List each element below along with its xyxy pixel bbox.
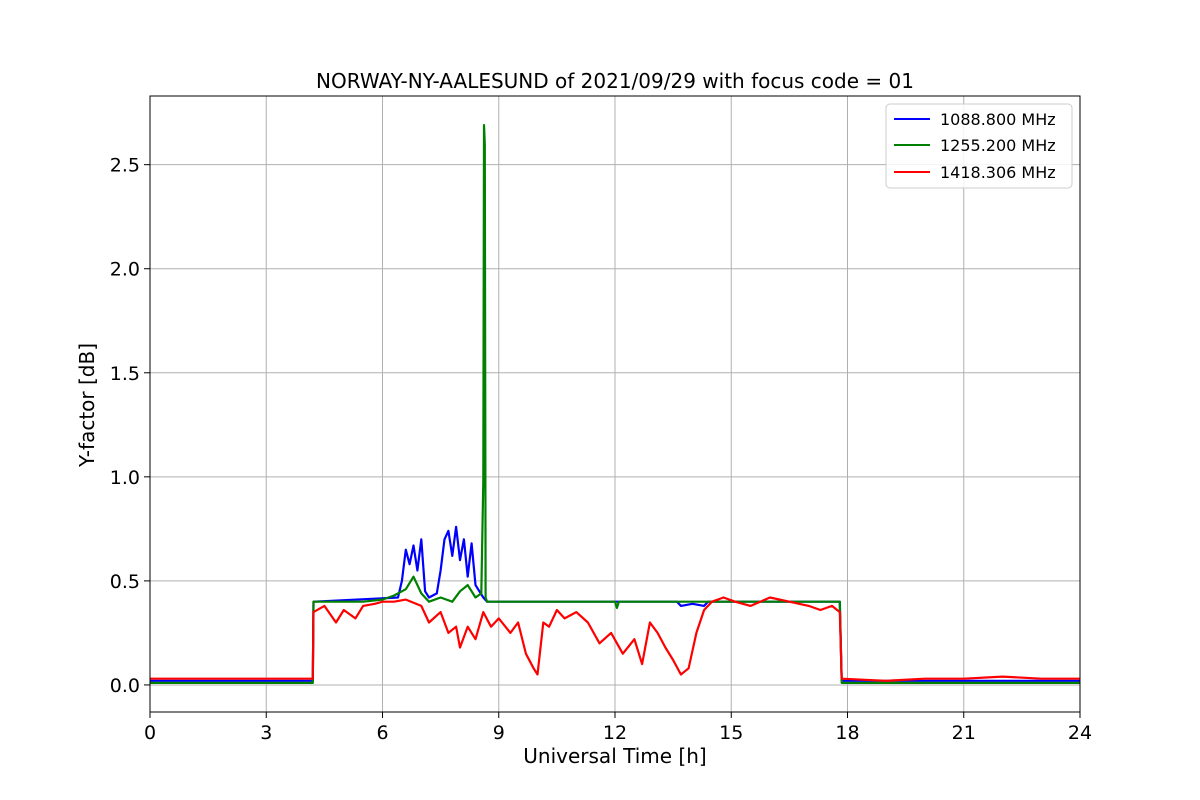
y-tick-label: 2.0 bbox=[110, 259, 140, 281]
x-tick-label: 21 bbox=[952, 722, 976, 744]
chart-title: NORWAY-NY-AALESUND of 2021/09/29 with fo… bbox=[316, 69, 914, 93]
y-tick-label: 2.5 bbox=[110, 155, 140, 177]
y-ticks: 0.0 0.5 1.0 1.5 2.0 2.5 bbox=[110, 155, 150, 697]
y-tick-label: 0.0 bbox=[110, 675, 140, 697]
legend-label-1418: 1418.306 MHz bbox=[940, 163, 1056, 182]
x-tick-label: 12 bbox=[603, 722, 627, 744]
x-tick-label: 3 bbox=[260, 722, 272, 744]
legend-label-1088: 1088.800 MHz bbox=[940, 110, 1056, 129]
y-tick-label: 0.5 bbox=[110, 571, 140, 593]
x-tick-label: 15 bbox=[719, 722, 743, 744]
x-ticks: 0 3 6 9 12 15 18 21 24 bbox=[144, 712, 1092, 744]
y-tick-label: 1.0 bbox=[110, 467, 140, 489]
series-lines bbox=[150, 123, 1080, 685]
x-tick-label: 18 bbox=[835, 722, 859, 744]
x-tick-label: 24 bbox=[1068, 722, 1092, 744]
y-axis-label: Y-factor [dB] bbox=[75, 343, 99, 468]
series-line-1418-306-mhz bbox=[150, 596, 1080, 682]
series-line-1255-200-mhz bbox=[150, 123, 1080, 685]
y-tick-label: 1.5 bbox=[110, 363, 140, 385]
legend-box bbox=[885, 103, 1073, 189]
legend-label-1255: 1255.200 MHz bbox=[940, 136, 1056, 155]
x-tick-label: 6 bbox=[376, 722, 388, 744]
x-tick-label: 0 bbox=[144, 722, 156, 744]
x-axis-label: Universal Time [h] bbox=[523, 744, 706, 768]
x-tick-label: 9 bbox=[493, 722, 505, 744]
legend: 1088.800 MHz 1255.200 MHz 1418.306 MHz bbox=[885, 103, 1073, 189]
series-line-1088-800-mhz bbox=[150, 525, 1080, 682]
